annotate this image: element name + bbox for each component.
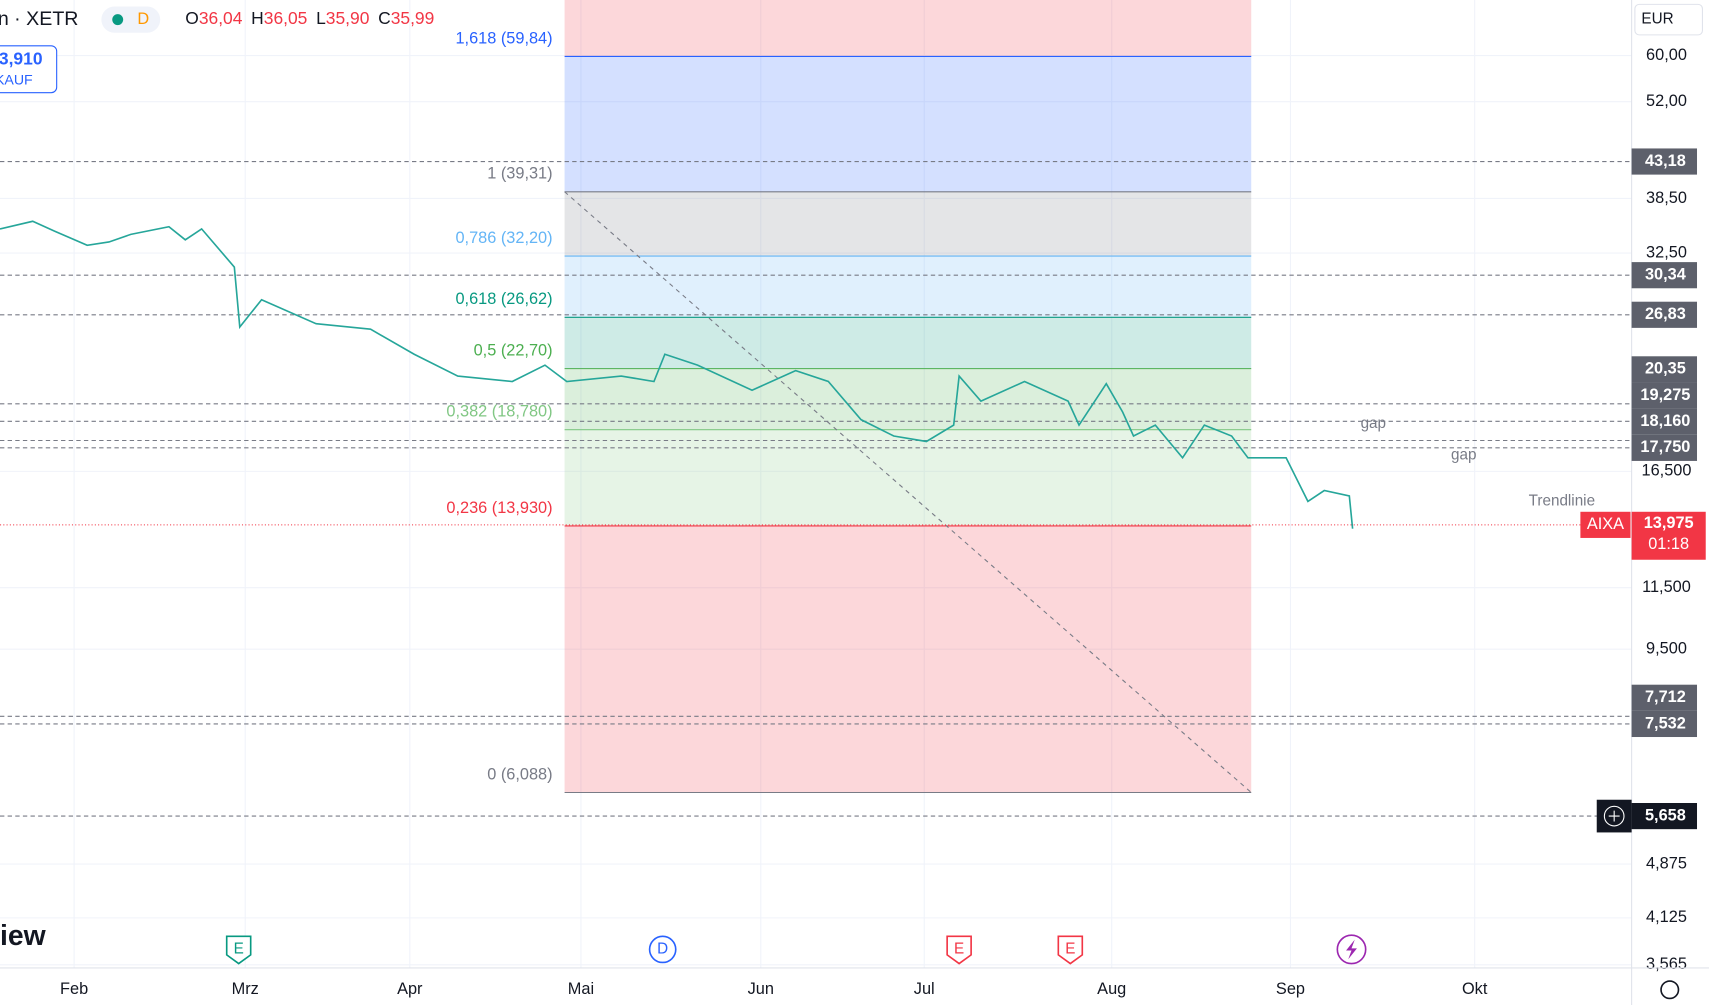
ohlc-key: O bbox=[185, 8, 199, 28]
time-label: Aug bbox=[1097, 980, 1126, 998]
price-tag-label: 26,83 bbox=[1645, 305, 1686, 323]
interval: D bbox=[137, 10, 149, 28]
price-tag-label: 5,658 bbox=[1645, 806, 1686, 824]
price-tick-label: 11,500 bbox=[1642, 578, 1691, 596]
fib-label: 1 (39,31) bbox=[487, 165, 552, 183]
current-symbol-tag bbox=[1580, 511, 1631, 538]
fib-band bbox=[564, 56, 1252, 192]
add-icon bbox=[1603, 805, 1625, 827]
time-label: Mai bbox=[568, 980, 594, 998]
fib-label: 0,786 (32,20) bbox=[455, 229, 552, 247]
price-tick-label: 32,50 bbox=[1646, 243, 1687, 261]
settings-icon[interactable] bbox=[1660, 980, 1680, 1000]
fib-band bbox=[564, 429, 1252, 526]
ohlc-value: 35,99 bbox=[391, 8, 435, 28]
price-tag-label: 30,34 bbox=[1645, 266, 1686, 284]
ohlc-key: L bbox=[316, 8, 326, 28]
time-label: Jun bbox=[748, 980, 774, 998]
fib-trend bbox=[564, 191, 1252, 793]
fib-band bbox=[564, 317, 1252, 369]
price-tick-label: 3,565 bbox=[1646, 955, 1687, 973]
fib-band bbox=[564, 368, 1252, 430]
price-tag bbox=[1631, 684, 1698, 711]
watermark: iew bbox=[0, 920, 47, 952]
price-tag bbox=[1631, 382, 1698, 409]
annotation: gap bbox=[1361, 415, 1386, 432]
price-tick-label: 60,00 bbox=[1646, 46, 1687, 64]
price-tick-label: 38,50 bbox=[1646, 189, 1687, 207]
annotation: Trendlinie bbox=[1529, 492, 1595, 509]
time-label: Okt bbox=[1462, 980, 1488, 998]
current-tag bbox=[1631, 511, 1706, 560]
order-price: 3,910 bbox=[0, 49, 43, 69]
time-label: Sep bbox=[1276, 980, 1305, 998]
event-badge[interactable] bbox=[946, 935, 972, 965]
ohlc-key: C bbox=[378, 8, 391, 28]
ohlc-value: 36,04 bbox=[199, 8, 243, 28]
fib-label: 0,382 (18,780) bbox=[446, 403, 552, 421]
event-label: E bbox=[1065, 940, 1075, 957]
ohlc-value: 35,90 bbox=[326, 8, 370, 28]
price-tag-label: 17,750 bbox=[1640, 438, 1690, 456]
currency-button[interactable] bbox=[1634, 3, 1704, 36]
time-label: Mrz bbox=[232, 980, 259, 998]
price-tag-label: 19,275 bbox=[1640, 386, 1690, 404]
price-path bbox=[0, 220, 1354, 529]
price-tick-label: 4,125 bbox=[1646, 908, 1687, 926]
symbol: n · XETR bbox=[0, 8, 78, 30]
price-tag bbox=[1631, 148, 1698, 175]
event-label: D bbox=[657, 940, 668, 957]
price-tag bbox=[1631, 262, 1698, 289]
event-badge[interactable] bbox=[1057, 935, 1084, 965]
event-label: E bbox=[954, 940, 964, 957]
price-tag bbox=[1631, 710, 1698, 738]
status-dot bbox=[112, 14, 124, 26]
fib-label: 0 (6,088) bbox=[487, 765, 552, 783]
current-price: 13,975 bbox=[1644, 514, 1694, 532]
price-tick-label: 9,500 bbox=[1646, 639, 1687, 657]
ohlc-key: H bbox=[251, 8, 264, 28]
event-badge[interactable] bbox=[648, 935, 677, 964]
current-symbol: AIXA bbox=[1587, 515, 1624, 533]
status-pill bbox=[101, 6, 161, 33]
price-tag-label: 20,35 bbox=[1645, 360, 1686, 378]
price-tick-label: 52,00 bbox=[1646, 92, 1687, 110]
time-label: Feb bbox=[60, 980, 88, 998]
order-box[interactable] bbox=[0, 45, 58, 94]
time-label: Apr bbox=[397, 980, 423, 998]
event-label: E bbox=[234, 940, 244, 957]
fib-label: 1,618 (59,84) bbox=[455, 29, 552, 47]
price-tag-label: 43,18 bbox=[1645, 152, 1686, 170]
price-tick-label: 16,500 bbox=[1642, 462, 1692, 480]
price-tag bbox=[1631, 356, 1698, 383]
order-side: KAUF bbox=[0, 72, 33, 88]
fib-outer-bottom bbox=[564, 525, 1252, 793]
price-tag-label: 7,532 bbox=[1645, 714, 1686, 732]
add-icon-plus bbox=[1608, 810, 1620, 822]
time-label: Jul bbox=[914, 980, 935, 998]
fib-band bbox=[564, 256, 1252, 318]
fib-label: 0,618 (26,62) bbox=[455, 290, 552, 308]
event-icon bbox=[1346, 939, 1357, 960]
price-tag bbox=[1631, 408, 1698, 435]
price-tick-label: 4,875 bbox=[1646, 854, 1687, 872]
current-countdown: 01:18 bbox=[1648, 535, 1689, 553]
event-badge[interactable] bbox=[225, 935, 252, 965]
currency: EUR bbox=[1641, 11, 1673, 28]
fib-label: 0,236 (13,930) bbox=[446, 499, 552, 517]
ohlc-value: 36,05 bbox=[264, 8, 308, 28]
annotation: gap bbox=[1451, 447, 1476, 464]
price-tag bbox=[1631, 301, 1698, 328]
price-tag-label: 7,712 bbox=[1645, 688, 1686, 706]
price-tag bbox=[1631, 803, 1698, 830]
price-tag bbox=[1631, 434, 1698, 461]
fib-outer-top bbox=[564, 0, 1252, 57]
price-tag-label: 18,160 bbox=[1640, 412, 1690, 430]
fib-label: 0,5 (22,70) bbox=[474, 341, 553, 359]
fib-band bbox=[564, 191, 1252, 257]
